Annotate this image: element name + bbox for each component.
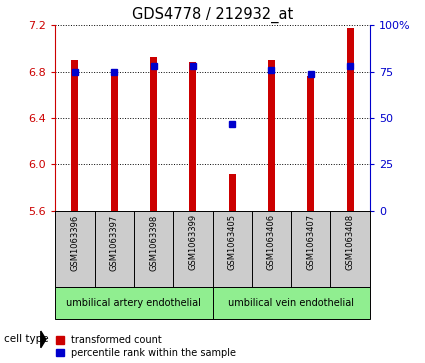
Text: GSM1063408: GSM1063408 [346, 214, 354, 270]
Text: GSM1063396: GSM1063396 [71, 214, 79, 270]
Legend: transformed count, percentile rank within the sample: transformed count, percentile rank withi… [56, 335, 236, 358]
Bar [268, 60, 275, 211]
Bar [346, 28, 354, 211]
Text: GSM1063397: GSM1063397 [110, 214, 119, 270]
Text: umbilical vein endothelial: umbilical vein endothelial [228, 298, 354, 308]
Polygon shape [41, 331, 46, 348]
Bar [71, 60, 79, 211]
Text: GSM1063398: GSM1063398 [149, 214, 158, 270]
Bar [212, 287, 370, 319]
Text: umbilical artery endothelial: umbilical artery endothelial [66, 298, 201, 308]
Bar [55, 287, 212, 319]
Text: GSM1063407: GSM1063407 [306, 214, 315, 270]
Bar [229, 174, 236, 211]
Text: GSM1063399: GSM1063399 [188, 214, 197, 270]
Text: GSM1063405: GSM1063405 [228, 214, 237, 270]
Bar [189, 62, 196, 211]
Bar [307, 76, 314, 211]
Title: GDS4778 / 212932_at: GDS4778 / 212932_at [132, 7, 293, 23]
Text: cell type: cell type [4, 334, 49, 344]
Bar [110, 69, 118, 211]
Bar [150, 57, 157, 211]
Text: GSM1063406: GSM1063406 [267, 214, 276, 270]
